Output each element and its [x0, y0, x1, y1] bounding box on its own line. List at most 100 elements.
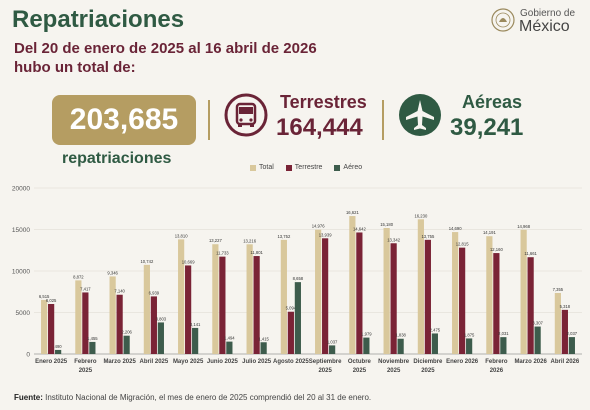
data-label: 3,141: [190, 322, 201, 327]
legend-swatch-total: [250, 164, 256, 171]
bar-terrestre: [48, 303, 55, 354]
bar-total: [246, 244, 253, 354]
x-tick-label: Marzo 2025: [103, 359, 136, 365]
bar-aéreo: [89, 341, 96, 354]
page-title: Repatriaciones: [12, 6, 185, 33]
bar-total: [349, 216, 356, 354]
bar-terrestre: [185, 265, 192, 354]
total-value-box: 203,685: [52, 95, 196, 145]
bar-terrestre: [390, 243, 397, 354]
data-label: 3,307: [532, 321, 543, 326]
source-note: Fuente: Instituto Nacional de Migración,…: [14, 393, 371, 402]
bar-total: [143, 264, 150, 354]
data-label: 8,872: [73, 274, 84, 279]
plane-icon: [399, 94, 441, 136]
bus-icon: [224, 93, 268, 137]
legend-label-aereo: Aéreo: [343, 164, 363, 171]
data-label: 14,642: [353, 226, 366, 231]
bar-total: [486, 236, 493, 354]
data-label: 7,140: [114, 289, 125, 294]
x-tick-label: 2026: [490, 368, 504, 374]
bar-terrestre: [459, 247, 466, 354]
bar-terrestre: [527, 257, 534, 354]
logo-line1: Gobierno de: [520, 8, 576, 19]
bar-terrestre: [561, 309, 568, 354]
y-tick-label: 20000: [12, 186, 30, 193]
x-tick-label: Agosto 2025: [273, 359, 309, 365]
x-tick-label: Julio 2025: [242, 359, 272, 365]
data-label: 10,742: [140, 259, 153, 264]
y-tick-label: 0: [26, 352, 30, 359]
data-label: 2,031: [498, 331, 509, 336]
x-tick-label: 2025: [353, 368, 367, 374]
x-tick-label: Febrero: [74, 359, 97, 365]
data-label: 9,346: [107, 270, 118, 275]
data-label: 3,803: [156, 316, 167, 321]
bar-aéreo: [466, 338, 473, 354]
bar-aéreo: [123, 335, 130, 354]
x-tick-label: Septiembre: [309, 359, 342, 365]
data-label: 1,494: [224, 336, 235, 341]
data-label: 13,342: [387, 237, 400, 242]
bar-terrestre: [287, 311, 294, 354]
bar-aéreo: [431, 333, 438, 354]
bar-aéreo: [568, 337, 575, 354]
source-text: Instituto Nacional de Migración, el mes …: [45, 393, 372, 402]
legend-swatch-terrestre: [285, 164, 292, 171]
data-label: 2,475: [430, 327, 441, 332]
bar-terrestre: [253, 256, 260, 354]
x-tick-label: Octubre: [348, 359, 372, 365]
data-label: 12,815: [456, 242, 469, 247]
data-label: 16,230: [414, 213, 427, 218]
bar-total: [41, 299, 48, 354]
bar-total: [212, 244, 219, 354]
data-label: 5,318: [560, 304, 571, 309]
bar-terrestre: [116, 294, 123, 354]
x-tick-label: 2025: [387, 368, 401, 374]
x-tick-label: Junio 2025: [207, 359, 239, 365]
bar-total: [452, 232, 459, 354]
x-tick-label: Diciembre: [413, 359, 443, 365]
data-label: 14,968: [517, 224, 530, 229]
data-label: 7,355: [553, 287, 564, 292]
mexico-seal-icon: [491, 8, 515, 32]
source-label: Fuente:: [14, 393, 43, 402]
bar-terrestre: [424, 239, 431, 354]
bar-aéreo: [226, 341, 233, 354]
data-label: 13,752: [277, 234, 290, 239]
bar-terrestre: [219, 256, 226, 354]
data-label: 13,216: [243, 238, 256, 243]
bar-aéreo: [192, 327, 199, 354]
data-label: 7,417: [80, 286, 91, 291]
data-label: 13,755: [421, 234, 434, 239]
x-tick-label: Mayo 2025: [173, 359, 204, 365]
bar-total: [280, 239, 287, 354]
subtitle-dates: Del 20 de enero de 2025 al 16 abril de 2…: [14, 40, 317, 57]
bar-total: [383, 228, 390, 354]
data-label: 6,515: [39, 294, 50, 299]
data-label: 1,037: [327, 339, 338, 344]
legend-label-terrestre: Terrestre: [294, 164, 323, 171]
data-label: 6,025: [46, 298, 57, 303]
bar-terrestre: [82, 292, 89, 354]
x-tick-label: 2025: [318, 368, 332, 374]
data-label: 6,939: [149, 290, 160, 295]
data-label: 10,669: [182, 259, 195, 264]
data-label: 5,094: [286, 306, 297, 311]
data-label: 1,979: [361, 332, 372, 337]
data-label: 15,180: [380, 222, 393, 227]
data-label: 13,227: [209, 238, 222, 243]
bar-terrestre: [322, 238, 329, 354]
divider-1: [208, 100, 210, 140]
gobierno-logo: Gobierno de México: [490, 6, 580, 38]
bar-aéreo: [534, 326, 541, 354]
legend-swatch-aereo: [334, 164, 341, 171]
bar-aéreo: [500, 337, 507, 354]
y-tick-label: 5000: [16, 310, 31, 317]
bar-aéreo: [363, 337, 370, 354]
legend-item-total: Total: [250, 164, 274, 171]
data-label: 14,976: [312, 224, 325, 229]
bar-total: [178, 239, 185, 354]
x-tick-label: Febrero: [485, 359, 508, 365]
